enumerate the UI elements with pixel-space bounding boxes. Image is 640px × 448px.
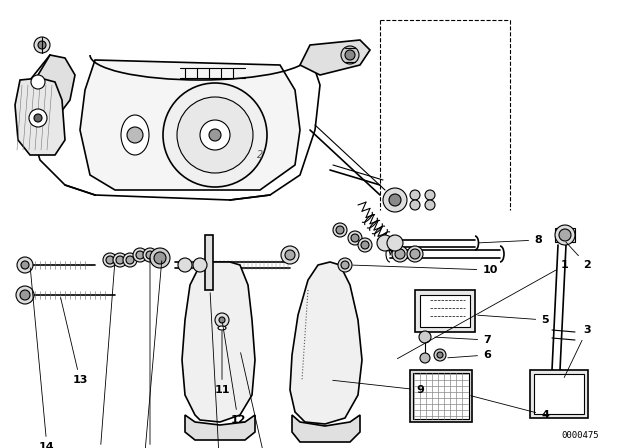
Text: 11: 11 bbox=[214, 331, 230, 395]
Circle shape bbox=[163, 83, 267, 187]
Circle shape bbox=[410, 200, 420, 210]
Circle shape bbox=[34, 37, 50, 53]
Polygon shape bbox=[292, 415, 360, 442]
Text: 3: 3 bbox=[564, 325, 591, 378]
Bar bbox=[410, 370, 472, 422]
Circle shape bbox=[143, 248, 157, 262]
Circle shape bbox=[559, 229, 571, 241]
Circle shape bbox=[215, 313, 229, 327]
Circle shape bbox=[425, 200, 435, 210]
Bar bbox=[413, 373, 469, 419]
Circle shape bbox=[150, 248, 170, 268]
Text: 8: 8 bbox=[479, 235, 542, 245]
Text: 15: 15 bbox=[142, 258, 157, 448]
Text: 10: 10 bbox=[353, 265, 498, 275]
Polygon shape bbox=[15, 78, 65, 155]
Text: 2: 2 bbox=[257, 150, 263, 160]
Text: 6: 6 bbox=[448, 350, 491, 360]
Circle shape bbox=[123, 253, 137, 267]
Text: 9: 9 bbox=[333, 380, 424, 395]
Circle shape bbox=[281, 246, 299, 264]
Circle shape bbox=[209, 129, 221, 141]
Circle shape bbox=[395, 249, 405, 259]
Circle shape bbox=[410, 249, 420, 259]
Ellipse shape bbox=[121, 115, 149, 155]
Text: 13: 13 bbox=[61, 298, 88, 385]
Circle shape bbox=[387, 235, 403, 251]
Circle shape bbox=[392, 246, 408, 262]
Circle shape bbox=[136, 251, 144, 259]
Circle shape bbox=[127, 127, 143, 143]
Text: 9: 9 bbox=[241, 353, 269, 448]
Circle shape bbox=[419, 331, 431, 343]
Circle shape bbox=[341, 46, 359, 64]
Circle shape bbox=[178, 258, 192, 272]
Circle shape bbox=[341, 261, 349, 269]
Circle shape bbox=[361, 241, 369, 249]
Circle shape bbox=[38, 41, 46, 49]
Bar bbox=[415, 290, 475, 332]
Text: 0000475: 0000475 bbox=[561, 431, 599, 439]
Polygon shape bbox=[182, 262, 255, 422]
Bar bbox=[530, 370, 588, 418]
Bar bbox=[534, 374, 584, 414]
Circle shape bbox=[16, 286, 34, 304]
Circle shape bbox=[133, 248, 147, 262]
Text: 1: 1 bbox=[397, 260, 569, 359]
Circle shape bbox=[437, 352, 443, 358]
Circle shape bbox=[345, 50, 355, 60]
Circle shape bbox=[434, 349, 446, 361]
Circle shape bbox=[425, 190, 435, 200]
Polygon shape bbox=[80, 60, 300, 190]
Circle shape bbox=[21, 261, 29, 269]
Bar bbox=[555, 228, 575, 242]
Text: 16: 16 bbox=[135, 261, 162, 448]
Circle shape bbox=[219, 317, 225, 323]
Circle shape bbox=[377, 235, 393, 251]
Circle shape bbox=[29, 109, 47, 127]
Ellipse shape bbox=[218, 326, 226, 330]
Circle shape bbox=[285, 250, 295, 260]
Circle shape bbox=[333, 223, 347, 237]
Circle shape bbox=[106, 256, 114, 264]
Circle shape bbox=[154, 252, 166, 264]
Circle shape bbox=[358, 238, 372, 252]
Circle shape bbox=[31, 75, 45, 89]
Text: 17: 17 bbox=[210, 293, 228, 448]
Text: 12: 12 bbox=[223, 323, 246, 425]
Circle shape bbox=[410, 190, 420, 200]
Circle shape bbox=[555, 225, 575, 245]
Circle shape bbox=[348, 231, 362, 245]
Circle shape bbox=[146, 251, 154, 259]
Circle shape bbox=[200, 120, 230, 150]
Polygon shape bbox=[30, 55, 75, 120]
Circle shape bbox=[116, 256, 124, 264]
Text: 14: 14 bbox=[30, 268, 55, 448]
Text: 5: 5 bbox=[478, 315, 549, 325]
Circle shape bbox=[177, 97, 253, 173]
Polygon shape bbox=[290, 262, 362, 424]
Circle shape bbox=[338, 258, 352, 272]
Circle shape bbox=[126, 256, 134, 264]
Circle shape bbox=[193, 258, 207, 272]
Circle shape bbox=[407, 246, 423, 262]
Bar bbox=[420, 295, 470, 327]
Circle shape bbox=[20, 290, 30, 300]
Polygon shape bbox=[185, 415, 255, 440]
Text: 2: 2 bbox=[566, 242, 591, 270]
Circle shape bbox=[383, 188, 407, 212]
Circle shape bbox=[351, 234, 359, 242]
Circle shape bbox=[34, 114, 42, 122]
Circle shape bbox=[103, 253, 117, 267]
Circle shape bbox=[420, 353, 430, 363]
Bar bbox=[205, 235, 213, 290]
Circle shape bbox=[336, 226, 344, 234]
Circle shape bbox=[113, 253, 127, 267]
Text: 4: 4 bbox=[470, 396, 549, 420]
Circle shape bbox=[17, 257, 33, 273]
Polygon shape bbox=[300, 40, 370, 75]
Text: 15: 15 bbox=[92, 263, 115, 448]
Text: 7: 7 bbox=[435, 335, 491, 345]
Circle shape bbox=[389, 194, 401, 206]
